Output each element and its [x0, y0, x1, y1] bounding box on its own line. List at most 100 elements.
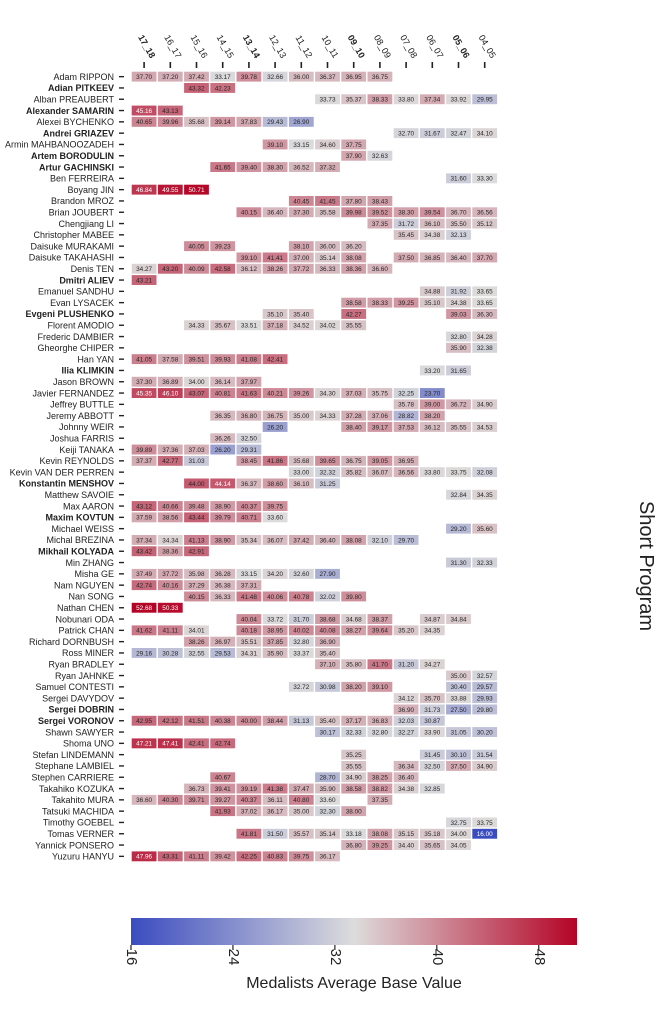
heatmap-cell — [446, 761, 471, 771]
heatmap-cell — [288, 648, 314, 658]
cell-value-label: 43.21 — [136, 277, 152, 284]
cell-value-label: 42.77 — [162, 458, 178, 465]
cell-value-label: 40.83 — [267, 854, 283, 861]
cell-value-label: 37.18 — [267, 323, 283, 330]
cell-value-label: 39.80 — [346, 594, 362, 601]
heatmap-cell — [341, 196, 367, 206]
cell-value-label: 29.31 — [241, 447, 257, 454]
cell-value-label: 42.74 — [136, 582, 152, 589]
heatmap-cell — [157, 535, 183, 545]
skater-label: Michael WEISS — [51, 524, 114, 534]
cell-value-label: 38.20 — [346, 684, 362, 691]
cell-value-label: 40.37 — [241, 797, 257, 804]
cell-value-label: 32.80 — [451, 334, 467, 341]
cell-value-label: 35.40 — [320, 718, 336, 725]
cell-value-label: 41.93 — [215, 808, 231, 815]
cell-value-label: 32.03 — [398, 718, 414, 725]
cell-value-label: 35.98 — [189, 571, 205, 578]
heatmap-cell — [341, 422, 367, 432]
cell-value-label: 41.51 — [189, 718, 205, 725]
heatmap-cell — [446, 749, 471, 760]
heatmap-cell — [288, 591, 314, 602]
cell-value-label: 36.80 — [241, 413, 257, 420]
heatmap-cell — [419, 410, 445, 421]
cell-value-label: 38.44 — [267, 718, 283, 725]
cell-value-label: 39.10 — [372, 684, 388, 691]
cell-value-label: 35.18 — [424, 831, 440, 838]
heatmap-cell — [157, 512, 183, 523]
heatmap-cell — [157, 851, 183, 862]
heatmap-cell — [367, 422, 393, 432]
heatmap-cell — [236, 783, 262, 794]
heatmap-cell — [341, 94, 367, 105]
cell-value-label: 38.82 — [372, 786, 388, 793]
skater-label: Han YAN — [77, 354, 114, 364]
colorbar-tick-label: 48 — [531, 949, 548, 966]
cell-value-label: 39.03 — [451, 311, 467, 318]
cell-value-label: 33.15 — [293, 142, 309, 149]
cell-value-label: 40.16 — [162, 582, 178, 589]
heatmap-cell — [367, 715, 393, 726]
heatmap-cell — [184, 591, 209, 602]
cell-value-label: 36.75 — [346, 458, 362, 465]
heatmap-cell — [236, 715, 262, 726]
season-label: 06_07 — [424, 33, 445, 60]
heatmap-cell — [210, 568, 236, 579]
cell-value-label: 39.42 — [215, 854, 231, 861]
heatmap-cell — [446, 670, 471, 681]
cell-value-label: 42.91 — [189, 549, 205, 556]
cell-value-label: 34.90 — [346, 775, 362, 782]
skater-label: Sergei VORONOV — [38, 716, 114, 726]
cell-value-label: 32.25 — [398, 390, 414, 397]
heatmap-cell — [262, 568, 288, 579]
cell-value-label: 42.23 — [215, 85, 231, 92]
cell-value-label: 36.56 — [477, 210, 493, 217]
heatmap-cell — [288, 851, 314, 862]
skater-label: Brandon MROZ — [51, 196, 115, 206]
cell-value-label: 40.08 — [320, 628, 336, 635]
heatmap-cell — [262, 715, 288, 726]
heatmap-cell — [288, 162, 314, 172]
cell-value-label: 41.38 — [267, 786, 283, 793]
cell-value-label: 36.40 — [451, 255, 467, 262]
heatmap-cell — [157, 263, 183, 274]
cell-value-label: 42.74 — [215, 741, 231, 748]
skater-label: Jason BROWN — [53, 377, 114, 387]
cell-value-label: 38.68 — [320, 616, 336, 623]
heatmap-cell — [236, 828, 262, 839]
skater-label: Alban PREAUBERT — [34, 94, 115, 104]
heatmap-cell — [367, 727, 393, 737]
heatmap-cell — [262, 422, 288, 432]
cell-value-label: 39.05 — [372, 458, 388, 465]
cell-value-label: 39.10 — [267, 142, 283, 149]
heatmap-cell — [446, 297, 471, 308]
cell-value-label: 39.23 — [215, 243, 231, 250]
cell-value-label: 39.64 — [372, 628, 388, 635]
cell-value-label: 37.47 — [293, 786, 309, 793]
heatmap-cell — [262, 139, 288, 150]
cell-value-label: 28.82 — [398, 413, 414, 420]
cell-value-label: 35.55 — [346, 323, 362, 330]
cell-value-label: 38.56 — [162, 515, 178, 522]
cell-value-label: 36.75 — [372, 74, 388, 81]
heatmap-cell — [288, 715, 314, 726]
cell-value-label: 35.90 — [267, 650, 283, 657]
heatmap-cell — [131, 116, 157, 127]
heatmap-cell — [184, 512, 209, 523]
heatmap-cell — [367, 207, 393, 218]
heatmap-cell — [288, 139, 314, 150]
cell-value-label: 40.15 — [241, 210, 257, 217]
heatmap-cell — [472, 309, 498, 319]
heatmap-cell — [367, 455, 393, 466]
heatmap-cell — [288, 71, 314, 82]
cell-value-label: 47.96 — [136, 854, 152, 861]
heatmap-cell — [341, 455, 367, 466]
season-label: 17_18 — [136, 33, 157, 60]
cell-value-label: 37.34 — [424, 97, 440, 104]
cell-value-label: 40.37 — [241, 503, 257, 510]
heatmap-cell — [262, 591, 288, 602]
cell-value-label: 43.20 — [162, 266, 178, 273]
cell-value-label: 42.58 — [215, 266, 231, 273]
heatmap-cell — [419, 840, 445, 850]
